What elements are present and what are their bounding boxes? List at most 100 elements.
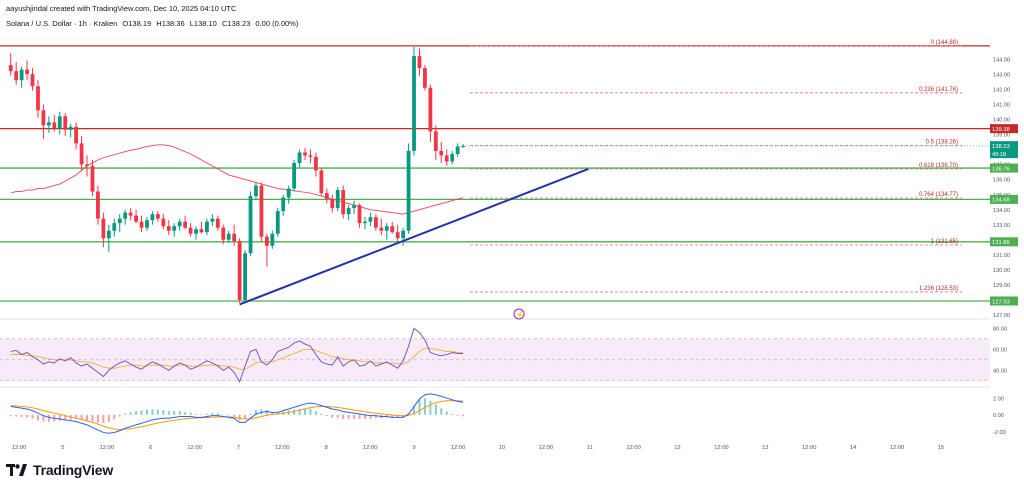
- time-axis-tick: 14: [850, 445, 857, 451]
- fib-level-label: 1.236 (128.53): [919, 286, 958, 292]
- candle-body: [57, 116, 62, 129]
- time-axis-tick: 8: [325, 445, 328, 451]
- time-axis-tick: 12:00: [890, 445, 905, 451]
- candle-body: [145, 220, 149, 228]
- candle-body: [123, 212, 128, 219]
- candle-body: [292, 162, 297, 189]
- macd-histogram-bar: [391, 414, 394, 418]
- fib-level-label: 0.618 (136.70): [919, 163, 958, 169]
- support-price-tag-label: 136.76: [992, 166, 1010, 172]
- candle-body: [439, 150, 444, 156]
- symbol-ohlc-legend: Solana / U.S. Dollar · 1h · Kraken O138.…: [6, 19, 301, 28]
- candle-body: [390, 226, 395, 233]
- macd-histogram-bar: [298, 408, 301, 415]
- price-axis-tick: 143.00: [993, 72, 1010, 78]
- candle-body: [221, 227, 226, 240]
- price-axis-tick: 141.00: [993, 102, 1010, 108]
- macd-histogram-bar: [429, 400, 432, 415]
- candle-body: [363, 221, 367, 224]
- macd-axis-tick: -2.00: [993, 430, 1006, 436]
- macd-histogram-bar: [347, 414, 350, 419]
- time-axis-tick: 12:00: [626, 445, 641, 451]
- macd-histogram-bar: [36, 414, 39, 421]
- candle-body: [46, 122, 51, 126]
- price-axis-tick: 134.00: [993, 208, 1010, 214]
- last-price-tag: [990, 141, 1018, 159]
- macd-histogram-bar: [462, 414, 465, 417]
- candle-body: [455, 146, 460, 154]
- candle-body: [161, 218, 166, 227]
- macd-histogram-bar: [331, 414, 334, 418]
- candle-body: [101, 218, 106, 239]
- macd-histogram-bar: [118, 414, 121, 417]
- candle-body: [8, 65, 13, 72]
- symbol-title[interactable]: Solana / U.S. Dollar · 1h · Kraken: [6, 19, 118, 28]
- candle-body: [423, 68, 427, 88]
- macd-histogram-bar: [227, 414, 230, 416]
- macd-histogram-bar: [156, 409, 159, 415]
- candle-body: [128, 212, 133, 216]
- macd-histogram-bar: [293, 409, 296, 415]
- time-axis-tick: 12:00: [187, 445, 202, 451]
- macd-histogram-bar: [9, 414, 12, 416]
- time-axis-tick: 15: [938, 445, 944, 451]
- candle-body: [150, 214, 155, 221]
- support-price-tag: [990, 163, 1018, 173]
- time-axis-tick: 12:00: [714, 445, 729, 451]
- macd-axis-tick: 2.00: [993, 396, 1004, 402]
- fib-level-label: 0.764 (134.77): [919, 192, 958, 198]
- candle-body: [259, 185, 264, 237]
- time-axis-tick: 6: [149, 445, 152, 451]
- support-price-tag: [990, 296, 1018, 306]
- candle-body: [433, 131, 438, 151]
- macd-histogram-bar: [42, 414, 45, 422]
- candle-body: [166, 226, 171, 231]
- time-axis-tick: 10: [499, 445, 505, 451]
- macd-histogram-bar: [15, 414, 18, 417]
- candle-body: [406, 150, 411, 231]
- candle-body: [270, 233, 275, 246]
- macd-histogram-bar: [26, 414, 29, 418]
- candle-body: [205, 221, 209, 233]
- macd-histogram-bar: [309, 408, 312, 415]
- moving-average-line: [10, 144, 464, 215]
- macd-histogram-bar: [434, 404, 437, 415]
- ohlc-change: 0.00 (0.00%): [255, 19, 299, 28]
- candle-body: [297, 152, 302, 163]
- price-axis-tick: 142.00: [993, 87, 1010, 93]
- alert-icon-glyph: ⚡: [517, 311, 524, 319]
- macd-histogram-bar: [265, 409, 268, 415]
- candle-body: [264, 236, 269, 246]
- candle-body: [226, 233, 231, 240]
- candle-body: [52, 122, 57, 129]
- candle-body: [232, 233, 237, 242]
- ohlc-low: L138.10: [189, 19, 217, 28]
- candle-body: [36, 86, 40, 111]
- candle-body: [248, 196, 253, 254]
- macd-histogram-bar: [140, 410, 143, 415]
- candle-body: [346, 208, 351, 215]
- candle-body: [444, 155, 449, 162]
- candle-body: [210, 218, 215, 222]
- candle-body: [188, 227, 193, 234]
- macd-histogram-bar: [80, 414, 83, 420]
- fib-level-label: 0.5 (138.26): [926, 139, 958, 145]
- bar-countdown: 49:18: [992, 152, 1006, 158]
- macd-histogram-bar: [451, 413, 454, 415]
- macd-histogram-bar: [189, 412, 192, 415]
- candle-body: [384, 226, 389, 231]
- macd-histogram-bar: [102, 414, 105, 424]
- candle-body: [243, 253, 247, 300]
- tradingview-logo[interactable]: TradingView: [6, 462, 113, 478]
- candle-body: [308, 155, 313, 157]
- macd-histogram-bar: [75, 414, 78, 420]
- macd-histogram-bar: [107, 414, 110, 422]
- candle-body: [275, 211, 280, 234]
- candle-body: [96, 191, 100, 219]
- macd-histogram-bar: [353, 414, 356, 419]
- candle-body: [19, 69, 24, 81]
- candle-body: [30, 74, 35, 87]
- candle-body: [68, 126, 73, 130]
- time-axis-tick: 12:00: [275, 445, 290, 451]
